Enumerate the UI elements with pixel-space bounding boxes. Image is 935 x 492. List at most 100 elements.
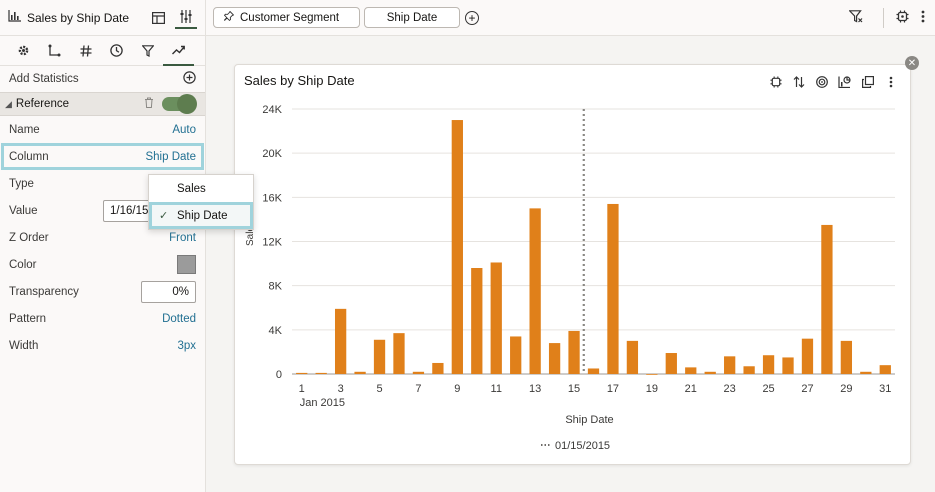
zorder-value[interactable]: Front bbox=[169, 231, 196, 244]
collapse-caret-icon[interactable]: ◢ bbox=[5, 98, 12, 109]
x-tick-label: 31 bbox=[879, 383, 891, 395]
y-tick-label: 12K bbox=[262, 237, 282, 249]
add-filter-button[interactable]: + bbox=[465, 10, 479, 25]
gear-chip-icon[interactable] bbox=[896, 10, 909, 26]
bar[interactable] bbox=[607, 203, 619, 374]
bar[interactable] bbox=[685, 367, 697, 374]
bar[interactable] bbox=[704, 371, 716, 374]
add-statistics-label: Add Statistics bbox=[9, 73, 79, 85]
bar[interactable] bbox=[860, 371, 872, 374]
bar[interactable] bbox=[296, 372, 308, 374]
bar[interactable] bbox=[334, 308, 347, 374]
column-dropdown-menu: Sales ✓ Ship Date bbox=[148, 174, 254, 230]
pin-icon bbox=[223, 10, 235, 24]
dropdown-option-sales[interactable]: Sales bbox=[149, 175, 253, 202]
column-value[interactable]: Ship Date bbox=[145, 150, 196, 163]
settings-icon[interactable] bbox=[8, 36, 39, 66]
bar[interactable] bbox=[354, 371, 366, 374]
sort-icon[interactable] bbox=[787, 73, 810, 91]
bar[interactable] bbox=[432, 362, 444, 374]
bar[interactable] bbox=[801, 338, 814, 374]
column-label: Column bbox=[9, 150, 49, 163]
bar[interactable] bbox=[451, 120, 463, 374]
chart-pie-icon[interactable] bbox=[833, 73, 856, 91]
bar[interactable] bbox=[821, 224, 833, 374]
chart-toolbar bbox=[764, 73, 902, 91]
bar[interactable] bbox=[490, 262, 502, 374]
card-more-icon[interactable] bbox=[879, 73, 902, 91]
bar[interactable] bbox=[840, 340, 853, 374]
filter-bar: Customer Segment Ship Date + bbox=[206, 0, 935, 36]
name-value[interactable]: Auto bbox=[172, 123, 196, 136]
x-tick-label: 13 bbox=[529, 383, 541, 395]
filter-icon[interactable] bbox=[132, 36, 163, 66]
bar[interactable] bbox=[762, 355, 775, 374]
type-row: Type bbox=[0, 170, 205, 197]
clock-icon[interactable] bbox=[101, 36, 132, 66]
close-icon[interactable]: ✕ bbox=[905, 56, 919, 70]
bar[interactable] bbox=[568, 330, 580, 374]
bar[interactable] bbox=[510, 336, 522, 374]
more-menu-icon[interactable] bbox=[921, 10, 925, 26]
filter-pill-ship-date[interactable]: Ship Date bbox=[364, 7, 460, 28]
bar[interactable] bbox=[315, 372, 327, 374]
bar[interactable] bbox=[646, 374, 658, 375]
bar[interactable] bbox=[782, 357, 794, 374]
canvas-area: Sales by Ship Date bbox=[206, 36, 935, 492]
filter-clear-icon[interactable] bbox=[848, 10, 863, 26]
filter-pill-customer-segment[interactable]: Customer Segment bbox=[213, 7, 360, 28]
chart-card[interactable]: Sales by Ship Date bbox=[234, 64, 911, 465]
checkmark-icon: ✓ bbox=[159, 210, 169, 222]
x-tick-label: 11 bbox=[491, 383, 502, 395]
layout-icon[interactable] bbox=[147, 7, 169, 29]
trend-icon[interactable] bbox=[163, 36, 194, 66]
bar[interactable] bbox=[373, 339, 386, 374]
value-label: Value bbox=[9, 204, 38, 217]
legend-label: 01/15/2015 bbox=[555, 440, 610, 452]
bar[interactable] bbox=[743, 366, 755, 374]
reference-toggle[interactable] bbox=[162, 94, 197, 114]
divider bbox=[883, 8, 884, 28]
bar[interactable] bbox=[412, 371, 425, 374]
bar[interactable] bbox=[471, 268, 483, 374]
color-swatch[interactable] bbox=[177, 255, 196, 274]
color-label: Color bbox=[9, 258, 37, 271]
y-tick-label: 24K bbox=[262, 104, 282, 116]
target-icon[interactable] bbox=[810, 73, 833, 91]
bar[interactable] bbox=[548, 343, 561, 374]
properties-icon[interactable] bbox=[175, 7, 197, 29]
add-statistics-row: Add Statistics bbox=[0, 66, 205, 92]
axis-icon[interactable] bbox=[39, 36, 70, 66]
name-label: Name bbox=[9, 123, 40, 136]
x-tick-label: 1 bbox=[299, 383, 305, 395]
pattern-label: Pattern bbox=[9, 312, 47, 325]
dropdown-option-ship-date[interactable]: ✓ Ship Date bbox=[149, 202, 253, 229]
bar[interactable] bbox=[665, 353, 677, 374]
trash-icon[interactable] bbox=[144, 97, 154, 111]
filter-pill-label: Ship Date bbox=[386, 11, 438, 24]
column-row: Column Ship Date bbox=[1, 143, 204, 170]
x-sublabel: Jan 2015 bbox=[300, 397, 345, 409]
x-tick-label: 19 bbox=[646, 383, 658, 395]
bar[interactable] bbox=[724, 356, 736, 374]
width-label: Width bbox=[9, 339, 39, 352]
x-tick-label: 17 bbox=[607, 383, 619, 395]
hash-icon[interactable] bbox=[70, 36, 101, 66]
transparency-input[interactable]: 0% bbox=[141, 280, 196, 303]
bar[interactable] bbox=[879, 365, 891, 374]
panel-header: Sales by Ship Date bbox=[0, 0, 205, 36]
reference-section-header[interactable]: ◢ Reference bbox=[0, 92, 205, 116]
bar[interactable] bbox=[529, 208, 541, 374]
duplicate-icon[interactable] bbox=[856, 73, 879, 91]
pattern-value[interactable]: Dotted bbox=[162, 312, 196, 325]
width-value[interactable]: 3px bbox=[177, 339, 196, 352]
x-tick-label: 9 bbox=[454, 383, 460, 395]
bar[interactable] bbox=[626, 340, 639, 374]
bar[interactable] bbox=[587, 368, 600, 374]
bar[interactable] bbox=[393, 333, 405, 374]
add-statistic-button[interactable] bbox=[183, 71, 196, 87]
chip-settings-icon[interactable] bbox=[764, 73, 787, 91]
pattern-row: Pattern Dotted bbox=[0, 305, 205, 332]
